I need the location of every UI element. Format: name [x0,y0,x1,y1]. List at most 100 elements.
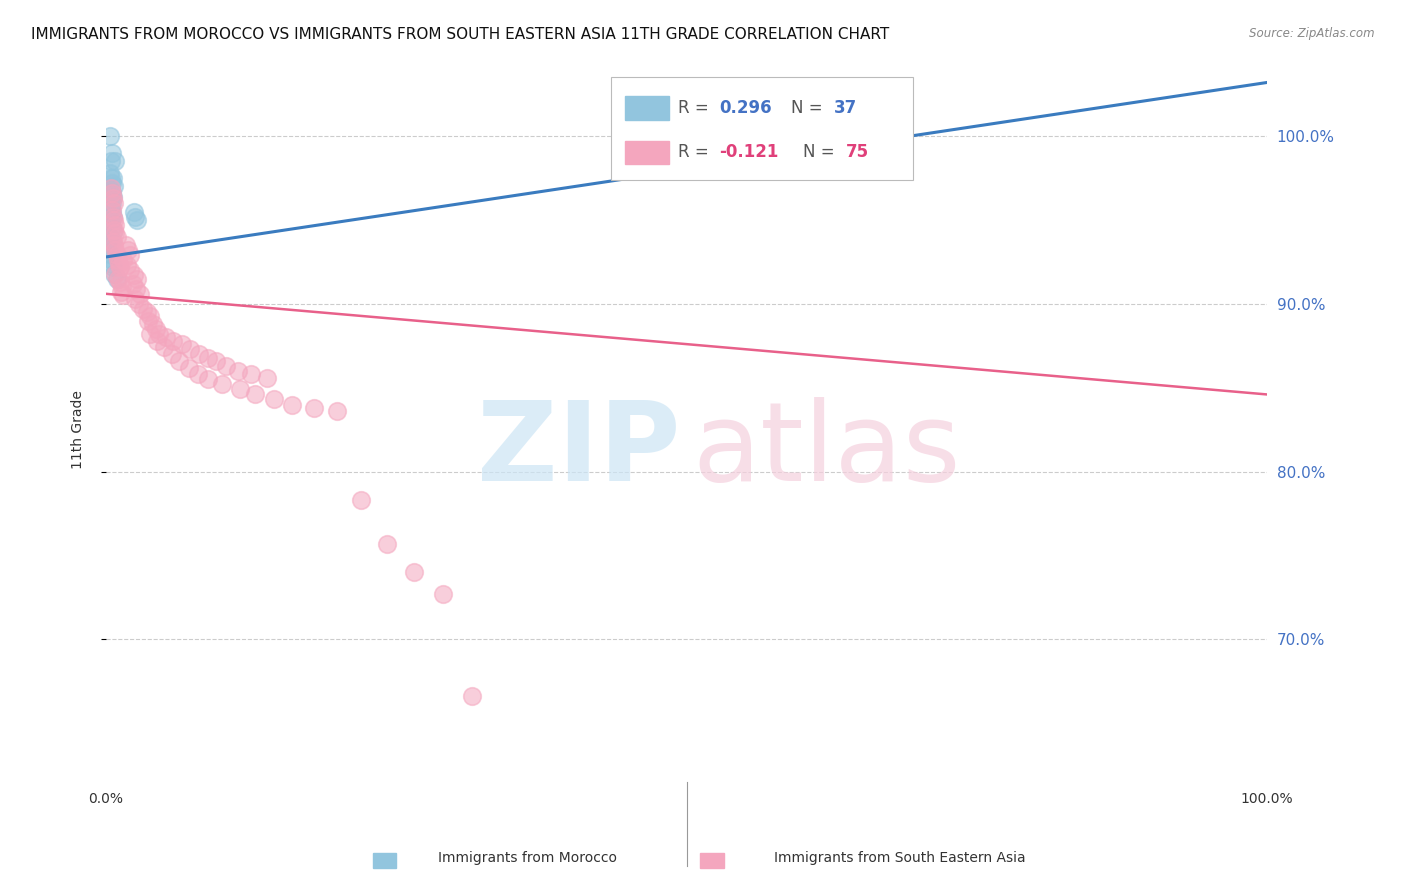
Point [101,189,124,203]
Point [127,271,149,285]
Point [101,145,124,160]
Point [302,401,325,415]
Y-axis label: 11th Grade: 11th Grade [72,390,86,469]
Point [263,392,285,407]
Point [100,154,122,169]
Point [98,252,121,266]
Point [117,243,139,257]
Text: 75: 75 [845,143,869,161]
Text: atlas: atlas [692,397,960,504]
Point [98,129,121,144]
Point [111,280,134,294]
Text: Immigrants from Morocco: Immigrants from Morocco [437,851,617,865]
Text: 0.296: 0.296 [718,99,772,117]
Point [205,354,228,368]
Point [135,305,157,319]
Point [98,216,121,230]
Text: N =: N = [792,99,828,117]
Point [103,223,125,237]
Point [136,313,159,327]
Point [128,297,150,311]
Point [170,337,193,351]
Point [139,309,162,323]
Point [101,257,124,271]
Point [101,248,124,262]
Point [101,171,124,186]
Point [243,387,266,401]
Point [127,213,149,227]
Point [122,204,145,219]
Point [179,342,201,356]
Point [101,260,124,274]
Point [100,200,122,214]
Text: ZIP: ZIP [478,397,681,504]
Bar [626,141,669,164]
Point [104,267,127,281]
Point [112,288,135,302]
Point [104,154,127,169]
Text: R =: R = [679,99,714,117]
Point [256,370,278,384]
Point [98,242,121,256]
Point [125,282,148,296]
Point [281,397,304,411]
Point [326,404,349,418]
Point [100,181,122,195]
Point [177,360,200,375]
Point [103,196,125,211]
Point [101,186,124,201]
Point [197,351,219,365]
Point [104,218,127,232]
Point [101,225,124,239]
Point [104,243,127,257]
Point [98,166,121,180]
Point [103,179,125,194]
Point [107,271,129,285]
Point [103,213,125,227]
Point [105,271,128,285]
Text: IMMIGRANTS FROM MOROCCO VS IMMIGRANTS FROM SOUTH EASTERN ASIA 11TH GRADE CORRELA: IMMIGRANTS FROM MOROCCO VS IMMIGRANTS FR… [31,27,889,42]
Point [124,210,146,224]
Point [107,253,129,268]
Point [228,383,250,397]
Text: 37: 37 [834,99,858,117]
Point [121,277,143,291]
Text: R =: R = [679,143,714,161]
Point [101,176,124,190]
Point [101,235,124,249]
Point [115,258,138,272]
Point [432,587,454,601]
Point [98,229,121,244]
Point [103,238,125,252]
Text: Source: ZipAtlas.com: Source: ZipAtlas.com [1250,27,1375,40]
Point [101,210,124,224]
Point [461,690,484,704]
Text: -0.121: -0.121 [718,143,779,161]
Point [101,210,124,224]
Point [98,191,121,205]
Point [103,267,125,281]
Point [104,227,127,241]
Point [228,364,250,378]
Point [108,275,131,289]
Point [187,368,209,382]
Point [139,327,162,342]
Point [105,248,128,262]
Point [124,292,146,306]
Point [101,196,124,211]
Point [122,268,145,283]
Point [100,183,122,197]
Point [197,372,219,386]
Point [162,347,184,361]
Point [110,285,132,300]
Point [120,248,142,262]
Point [402,566,425,580]
Point [375,537,398,551]
Point [100,208,122,222]
Point [101,186,124,201]
Point [101,219,124,234]
Point [155,330,177,344]
Point [114,238,136,252]
Point [162,334,184,348]
Point [101,236,124,251]
